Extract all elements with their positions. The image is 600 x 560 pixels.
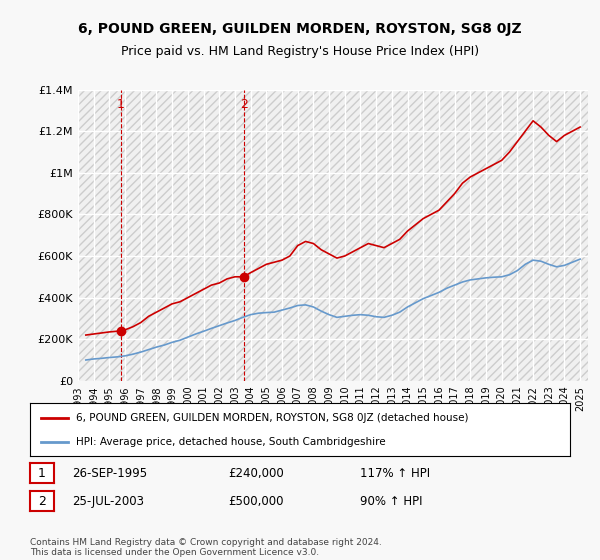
Text: 2: 2 (240, 99, 248, 111)
Bar (282, 90, 286, 381)
Text: 90% ↑ HPI: 90% ↑ HPI (360, 494, 422, 508)
Bar (180, 90, 184, 381)
Bar (219, 90, 223, 381)
Bar (478, 90, 482, 381)
Bar (164, 90, 168, 381)
Text: Contains HM Land Registry data © Crown copyright and database right 2024.
This d: Contains HM Land Registry data © Crown c… (30, 538, 382, 557)
Bar (580, 90, 584, 381)
Bar (557, 90, 560, 381)
Bar (439, 90, 443, 381)
Bar (525, 90, 529, 381)
Bar (423, 90, 427, 381)
Bar (141, 90, 145, 381)
Bar (565, 90, 568, 381)
Bar (109, 90, 113, 381)
Bar (305, 90, 310, 381)
Text: 2: 2 (38, 494, 46, 508)
Text: 6, POUND GREEN, GUILDEN MORDEN, ROYSTON, SG8 0JZ: 6, POUND GREEN, GUILDEN MORDEN, ROYSTON,… (78, 22, 522, 36)
Bar (78, 90, 82, 381)
Text: HPI: Average price, detached house, South Cambridgeshire: HPI: Average price, detached house, Sout… (76, 436, 386, 446)
Bar (211, 90, 215, 381)
Bar (486, 90, 490, 381)
Bar (572, 90, 576, 381)
Text: 117% ↑ HPI: 117% ↑ HPI (360, 466, 430, 480)
Bar (549, 90, 553, 381)
Bar (86, 90, 90, 381)
Text: 1: 1 (38, 466, 46, 480)
Bar (392, 90, 396, 381)
Bar (447, 90, 451, 381)
Text: 26-SEP-1995: 26-SEP-1995 (72, 466, 147, 480)
Bar (368, 90, 372, 381)
Bar (376, 90, 380, 381)
Bar (415, 90, 419, 381)
Bar (463, 90, 466, 381)
Bar (329, 90, 333, 381)
Bar (259, 90, 262, 381)
Bar (321, 90, 325, 381)
Bar (298, 90, 302, 381)
Bar (235, 90, 239, 381)
Bar (313, 90, 317, 381)
Bar (517, 90, 521, 381)
Bar (266, 90, 270, 381)
Bar (172, 90, 176, 381)
Bar (243, 90, 247, 381)
Bar (101, 90, 106, 381)
Bar (470, 90, 474, 381)
Bar (157, 90, 160, 381)
Bar (196, 90, 200, 381)
Bar (274, 90, 278, 381)
Bar (337, 90, 341, 381)
Bar (361, 90, 364, 381)
Bar (94, 90, 98, 381)
Text: 6, POUND GREEN, GUILDEN MORDEN, ROYSTON, SG8 0JZ (detached house): 6, POUND GREEN, GUILDEN MORDEN, ROYSTON,… (76, 413, 469, 423)
Text: £500,000: £500,000 (228, 494, 284, 508)
Text: 25-JUL-2003: 25-JUL-2003 (72, 494, 144, 508)
Text: Price paid vs. HM Land Registry's House Price Index (HPI): Price paid vs. HM Land Registry's House … (121, 45, 479, 58)
Bar (117, 90, 121, 381)
Bar (455, 90, 458, 381)
Bar (509, 90, 514, 381)
Bar (541, 90, 545, 381)
Text: 1: 1 (117, 99, 125, 111)
Bar (227, 90, 231, 381)
Bar (188, 90, 192, 381)
Bar (125, 90, 129, 381)
Bar (133, 90, 137, 381)
Bar (384, 90, 388, 381)
Bar (502, 90, 506, 381)
Bar (494, 90, 498, 381)
Bar (203, 90, 208, 381)
Bar (533, 90, 537, 381)
Text: £240,000: £240,000 (228, 466, 284, 480)
Bar (353, 90, 356, 381)
Bar (431, 90, 435, 381)
Bar (149, 90, 152, 381)
Bar (400, 90, 404, 381)
Bar (407, 90, 412, 381)
Bar (345, 90, 349, 381)
Bar (290, 90, 294, 381)
Bar (251, 90, 254, 381)
